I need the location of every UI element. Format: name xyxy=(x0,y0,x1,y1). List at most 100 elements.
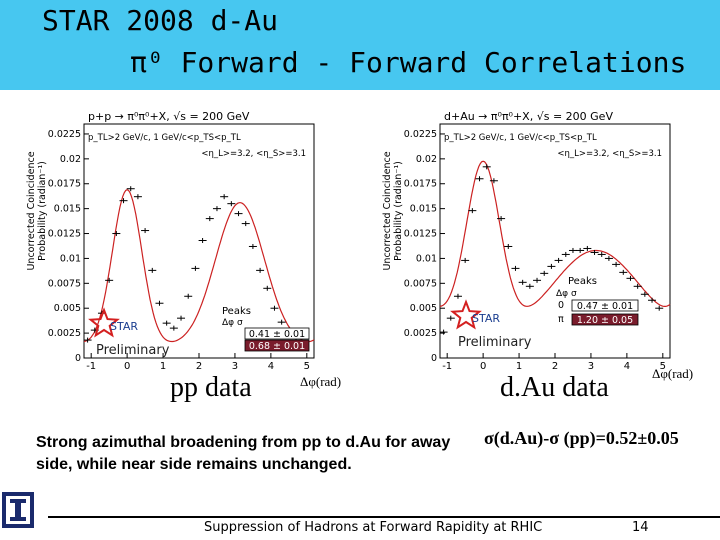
dau-ytick-label: 0.0125 xyxy=(404,229,437,240)
pp-ytick-label: 0.0175 xyxy=(48,179,81,190)
pp-ytick-label: 0.015 xyxy=(54,204,81,215)
broadening-note: Strong azimuthal broadening from pp to d… xyxy=(36,434,451,473)
footer-text: Suppression of Hadrons at Forward Rapidi… xyxy=(204,520,543,535)
dau-fit-curve xyxy=(439,160,671,307)
pp-xtick-label: 2 xyxy=(196,361,202,372)
slide-title-line-1: STAR 2008 d-Au xyxy=(42,4,279,37)
pp-xtick-label: 1 xyxy=(160,361,166,372)
pp-star-label: STAR xyxy=(110,320,138,333)
pp-data-point xyxy=(162,320,171,326)
pp-ytick-label: 0.0225 xyxy=(48,129,81,140)
dau-ytick-label: 0.005 xyxy=(410,303,437,314)
pp-ytick-label: 0.0025 xyxy=(48,328,81,339)
pp-ytick-label: 0.02 xyxy=(60,154,81,165)
pp-data-point xyxy=(227,201,236,207)
title-bar: STAR 2008 d-Au π⁰ Forward - Forward Corr… xyxy=(0,0,720,90)
dau-data-point xyxy=(504,243,513,249)
dau-correlation-chart: 0 0.0025 0.005 0.0075 0.01 0.0125 0.015 0.0175 0… xyxy=(382,110,671,372)
dau-dphi-label: Δφ(rad) xyxy=(652,366,694,381)
dau-data-point xyxy=(461,257,470,263)
pp-data-point xyxy=(126,186,135,192)
pp-xtick-label: 3 xyxy=(232,361,238,372)
dau-preliminary-label: Preliminary xyxy=(458,335,532,350)
dau-data-point xyxy=(475,176,484,182)
pp-ytick-label: 0.005 xyxy=(54,303,81,314)
slide-title-line-2: π⁰ Forward - Forward Correlations xyxy=(130,46,687,79)
dau-data-point xyxy=(518,279,527,285)
dau-ytick-label: 0.0175 xyxy=(404,179,437,190)
dau-data-point xyxy=(655,305,664,311)
dau-chart-title: d+Au → π⁰π⁰+X, √s = 200 GeV xyxy=(444,110,613,123)
pp-ytick-label: 0 xyxy=(75,353,81,364)
pp-data-point xyxy=(205,216,214,222)
footer-divider xyxy=(48,516,720,518)
pp-data-point xyxy=(277,319,286,325)
dau-data-point xyxy=(497,216,506,222)
pp-fit-curve xyxy=(83,189,315,343)
dau-xtick-label: 4 xyxy=(624,361,630,372)
dau-peak-box-2 xyxy=(571,313,639,326)
pp-xtick-label: 4 xyxy=(268,361,274,372)
dau-xtick-label: 0 xyxy=(480,361,486,372)
dau-data-point xyxy=(619,269,628,275)
dau-xtick-label: 2 xyxy=(552,361,558,372)
dau-xtick-label: -1 xyxy=(442,361,452,372)
pp-data-point xyxy=(248,243,257,249)
pp-ytick-label: 0.01 xyxy=(60,253,81,264)
pp-data-point xyxy=(83,337,92,343)
university-logo-icon xyxy=(2,492,34,528)
pp-subtitle-2: <η_L>=3.2, <η_S>=3.1 xyxy=(201,149,306,159)
dau-data-point xyxy=(547,263,556,269)
pp-chart-title: p+p → π⁰π⁰+X, √s = 200 GeV xyxy=(88,110,250,123)
dau-data-point xyxy=(568,247,577,253)
dau-peak-value-2: 1.20 ± 0.05 xyxy=(577,315,633,326)
pp-correlation-chart: 0 0.0025 0.005 0.0075 0.01 0.0125 0.015 0.0175 0… xyxy=(26,110,315,372)
pp-peak-box-1 xyxy=(244,327,310,340)
pp-data-point xyxy=(155,300,164,306)
dau-ytick-label: 0.015 xyxy=(410,204,437,215)
dau-data-point xyxy=(561,251,570,257)
dau-data-point xyxy=(554,257,563,263)
dau-peak-row-1: 0 xyxy=(558,300,564,311)
pp-data-point xyxy=(191,265,200,271)
dau-data-point xyxy=(640,291,649,297)
dau-data-point xyxy=(439,329,448,335)
dau-data-point xyxy=(489,178,498,184)
pp-data-point xyxy=(263,285,272,291)
pp-star-logo-icon xyxy=(88,307,120,338)
dau-ytick-label: 0.0075 xyxy=(404,278,437,289)
dau-data-point xyxy=(468,208,477,214)
dau-data-point xyxy=(540,270,549,276)
pp-peak-value-2: 0.68 ± 0.01 xyxy=(249,341,305,352)
pp-peaks-header: Δφ σ xyxy=(222,318,243,328)
pp-ytick-label: 0.0125 xyxy=(48,229,81,240)
pp-preliminary-label: Preliminary xyxy=(96,343,170,358)
pp-data-point xyxy=(105,277,114,283)
dau-ytick-label: 0 xyxy=(431,353,437,364)
pp-data-point xyxy=(119,198,128,204)
pp-xtick-label: 5 xyxy=(304,361,310,372)
pp-data-point xyxy=(198,238,207,244)
dau-xtick-label: 3 xyxy=(588,361,594,372)
dau-xtick-label: 5 xyxy=(660,361,666,372)
dau-subtitle-2: <η_L>=3.2, <η_S>=3.1 xyxy=(557,149,662,159)
pp-data-point xyxy=(212,206,221,212)
pp-peaks-label: Peaks xyxy=(222,306,251,317)
pp-ylabel-line-1: Uncorrected Coincidence xyxy=(26,151,37,270)
pp-ylabel-line-2: Probability (radian⁻¹) xyxy=(37,161,48,261)
dau-data-point xyxy=(511,265,520,271)
dau-data-point xyxy=(482,164,491,170)
pp-data-point xyxy=(241,221,250,227)
dau-peak-value-1: 0.47 ± 0.01 xyxy=(577,301,633,312)
dau-data-point xyxy=(525,283,534,289)
pp-peak-box-2 xyxy=(244,339,310,352)
dau-data-point xyxy=(597,251,606,257)
dau-ylabel-line-2: Probability (radian⁻¹) xyxy=(393,161,404,261)
pp-data-point xyxy=(148,267,157,273)
pp-caption: pp data xyxy=(170,372,252,403)
dau-data-point xyxy=(583,245,592,251)
dau-ytick-label: 0.01 xyxy=(416,253,437,264)
dau-data-point xyxy=(576,247,585,253)
dau-star-logo-icon xyxy=(450,299,482,330)
pp-data-point xyxy=(141,228,150,234)
